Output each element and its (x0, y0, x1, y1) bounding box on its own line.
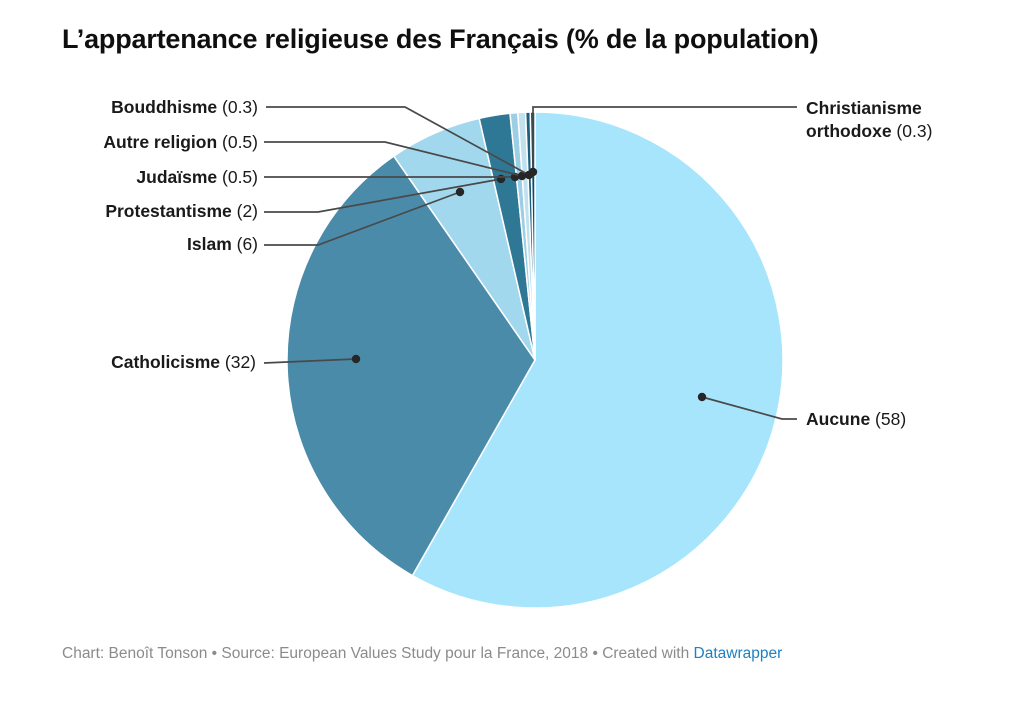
leader-line-islam (264, 191, 461, 246)
slice-labels: Aucune (58) Catholicisme (32) Islam (6) Pro… (103, 97, 932, 429)
leader-line-autre-religion (264, 141, 523, 177)
leader-dot-autre-religion (517, 171, 527, 181)
byline-text: Chart: Benoît Tonson • Source: European … (62, 645, 694, 662)
datawrapper-link[interactable]: Datawrapper (693, 645, 783, 662)
leader-line-aucune (701, 396, 797, 420)
leader-dot-protestantisme (496, 174, 506, 184)
leader-dot-catholicisme (351, 354, 361, 364)
leader-lines (263, 106, 797, 420)
leader-line-protestantisme (264, 178, 502, 213)
slice-label-protestantisme: Protestantisme (2) (105, 201, 258, 221)
leader-line-christianisme-orthodoxe (532, 106, 797, 172)
chart-title: L’appartenance religieuse des Français (… (62, 24, 819, 54)
slice-label-islam: Islam (6) (187, 234, 258, 254)
chart-byline: Chart: Benoît Tonson • Source: European … (62, 644, 962, 664)
pie-slice-catholicisme[interactable] (286, 155, 536, 577)
pie-slices (286, 111, 784, 609)
leader-line-catholicisme (263, 358, 357, 364)
pie-slice-aucune[interactable] (411, 111, 784, 609)
slice-label-catholicisme: Catholicisme (32) (111, 352, 256, 372)
leader-dot-aucune (697, 392, 707, 402)
leader-line-bouddhisme (266, 106, 530, 176)
leader-dot-islam (455, 187, 465, 197)
slice-label-bouddhisme: Bouddhisme (0.3) (111, 97, 258, 117)
slice-label-aucune: Aucune (58) (806, 409, 906, 429)
leader-dot-christianisme-orthodoxe (528, 167, 538, 177)
slice-label-autre-religion: Autre religion (0.5) (103, 132, 258, 152)
slice-label-judaisme: Judaïsme (0.5) (136, 167, 258, 187)
slice-label-christianisme-orthodoxe: Christianisme orthodoxe (0.3) (806, 98, 932, 141)
